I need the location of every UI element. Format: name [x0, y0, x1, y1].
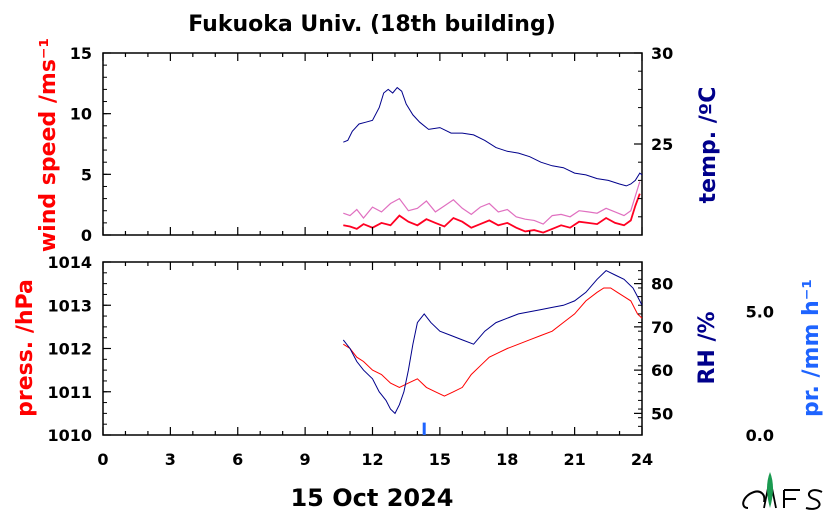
temp-axis-label: temp. /ºC [696, 87, 721, 204]
wind-gust-line [343, 181, 641, 225]
wind-tick-label: 15 [70, 44, 92, 63]
rh-series [342, 269, 643, 415]
pressure-line [343, 287, 643, 397]
rh-tick-label: 50 [651, 404, 673, 423]
axis-ticks: 0 3 6 9 12 15 18 21 24 0 5 10 15 25 30 1010 1011 1012 1013… [47, 44, 774, 469]
rh-tick-label: 70 [651, 318, 673, 337]
temp-tick-label: 25 [651, 135, 673, 154]
temperature-series [343, 86, 643, 187]
wind-tick-label: 10 [70, 105, 92, 124]
pressure-tick-label: 1014 [47, 253, 92, 272]
precip-bar [422, 422, 426, 435]
pressure-axis-label: press. /hPa [13, 279, 38, 417]
x-tick-label: 0 [97, 450, 108, 469]
x-axis-label: 15 Oct 2024 [290, 484, 453, 512]
temperature-line [343, 86, 643, 187]
rh-axis-label: RH /% [695, 311, 720, 384]
pressure-tick-label: 1010 [47, 426, 92, 445]
institution-logo [742, 472, 823, 510]
wind-tick-label: 5 [81, 165, 92, 184]
x-tick-label: 3 [165, 450, 176, 469]
pressure-tick-label: 1011 [47, 383, 92, 402]
chart-title: Fukuoka Univ. (18th building) [188, 12, 556, 37]
x-tick-label: 15 [429, 450, 451, 469]
wind-speed-line [343, 193, 641, 234]
wind-axis-label: wind speed /ms⁻¹ [36, 38, 61, 252]
pressure-series [343, 287, 643, 397]
wind-speed-series [343, 193, 641, 234]
x-tick-label: 6 [232, 450, 243, 469]
rh-tick-label: 80 [651, 275, 673, 294]
temp-tick-label: 30 [651, 44, 673, 63]
x-tick-label: 18 [496, 450, 518, 469]
precip-tick-label: 5.0 [746, 302, 774, 321]
x-tick-label: 24 [631, 450, 653, 469]
rh-line [342, 269, 643, 415]
precip-axis-label: pr. /mm h⁻¹ [799, 279, 824, 417]
rh-tick-label: 60 [651, 361, 673, 380]
x-tick-label: 12 [361, 450, 383, 469]
pressure-tick-label: 1012 [47, 340, 92, 359]
pressure-rh-plot-frame [102, 261, 643, 436]
pressure-tick-label: 1013 [47, 296, 92, 315]
x-tick-label: 21 [563, 450, 585, 469]
wind-tick-label: 0 [81, 226, 92, 245]
x-tick-label: 9 [300, 450, 311, 469]
precip-tick-label: 0.0 [746, 426, 774, 445]
precipitation-series [422, 422, 426, 435]
wind-gust-series [343, 181, 641, 225]
